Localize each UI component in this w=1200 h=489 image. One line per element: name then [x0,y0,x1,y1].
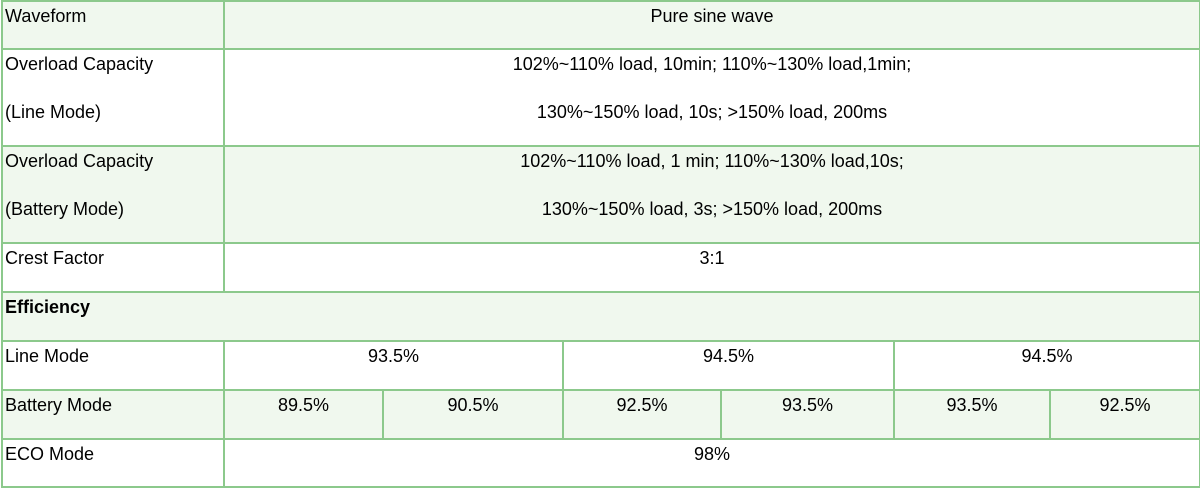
value-battery-mode-4: 93.5% [720,389,895,440]
value-overload-battery-2: 130%~150% load, 3s; >150% load, 200ms [541,199,883,219]
row-eco-mode: ECO Mode 98% [1,438,1200,488]
row-overload-line: Overload Capacity (Line Mode) 102%~110% … [1,48,1200,147]
label-eco-mode: ECO Mode [1,438,225,488]
value-battery-mode-5: 93.5% [893,389,1051,440]
value-crest-factor: 3:1 [222,242,1200,293]
value-battery-mode-3: 92.5% [562,389,722,440]
value-overload-line-1: 102%~110% load, 10min; 110%~130% load,1m… [512,54,912,74]
label-waveform: Waveform [1,0,225,50]
row-waveform: Waveform Pure sine wave [1,0,1200,50]
value-overload-line-2: 130%~150% load, 10s; >150% load, 200ms [536,102,888,122]
value-overload-battery: 102%~110% load, 1 min; 110%~130% load,10… [222,145,1200,244]
label-overload-battery-2: (Battery Mode) [5,199,125,219]
value-waveform: Pure sine wave [222,0,1200,50]
value-battery-mode-6: 92.5% [1048,389,1200,440]
section-heading-efficiency: Efficiency [0,291,1200,342]
row-battery-mode: Battery Mode 89.5% 90.5% 92.5% 93.5% 93.… [1,389,1200,440]
row-overload-battery: Overload Capacity (Battery Mode) 102%~11… [1,145,1200,244]
label-overload-battery: Overload Capacity (Battery Mode) [1,145,225,244]
value-overload-line: 102%~110% load, 10min; 110%~130% load,1m… [222,48,1200,147]
value-battery-mode-2: 90.5% [382,389,564,440]
value-battery-mode-1: 89.5% [223,389,384,440]
row-efficiency: Efficiency [0,291,1200,342]
label-crest-factor: Crest Factor [1,242,225,293]
value-eco-mode: 98% [222,438,1200,488]
row-crest-factor: Crest Factor 3:1 [1,242,1200,293]
value-overload-battery-1: 102%~110% load, 1 min; 110%~130% load,10… [520,151,904,171]
value-line-mode-2: 94.5% [562,340,895,391]
label-battery-mode: Battery Mode [1,389,225,440]
value-line-mode-3: 94.5% [892,340,1200,391]
label-line-mode: Line Mode [1,340,225,391]
row-line-mode: Line Mode 93.5% 94.5% 94.5% [1,340,1200,391]
label-overload-line: Overload Capacity (Line Mode) [1,48,225,147]
label-overload-battery-1: Overload Capacity [5,151,154,171]
label-overload-line-2: (Line Mode) [5,102,102,122]
label-overload-line-1: Overload Capacity [5,54,154,74]
value-line-mode-1: 93.5% [223,340,564,391]
